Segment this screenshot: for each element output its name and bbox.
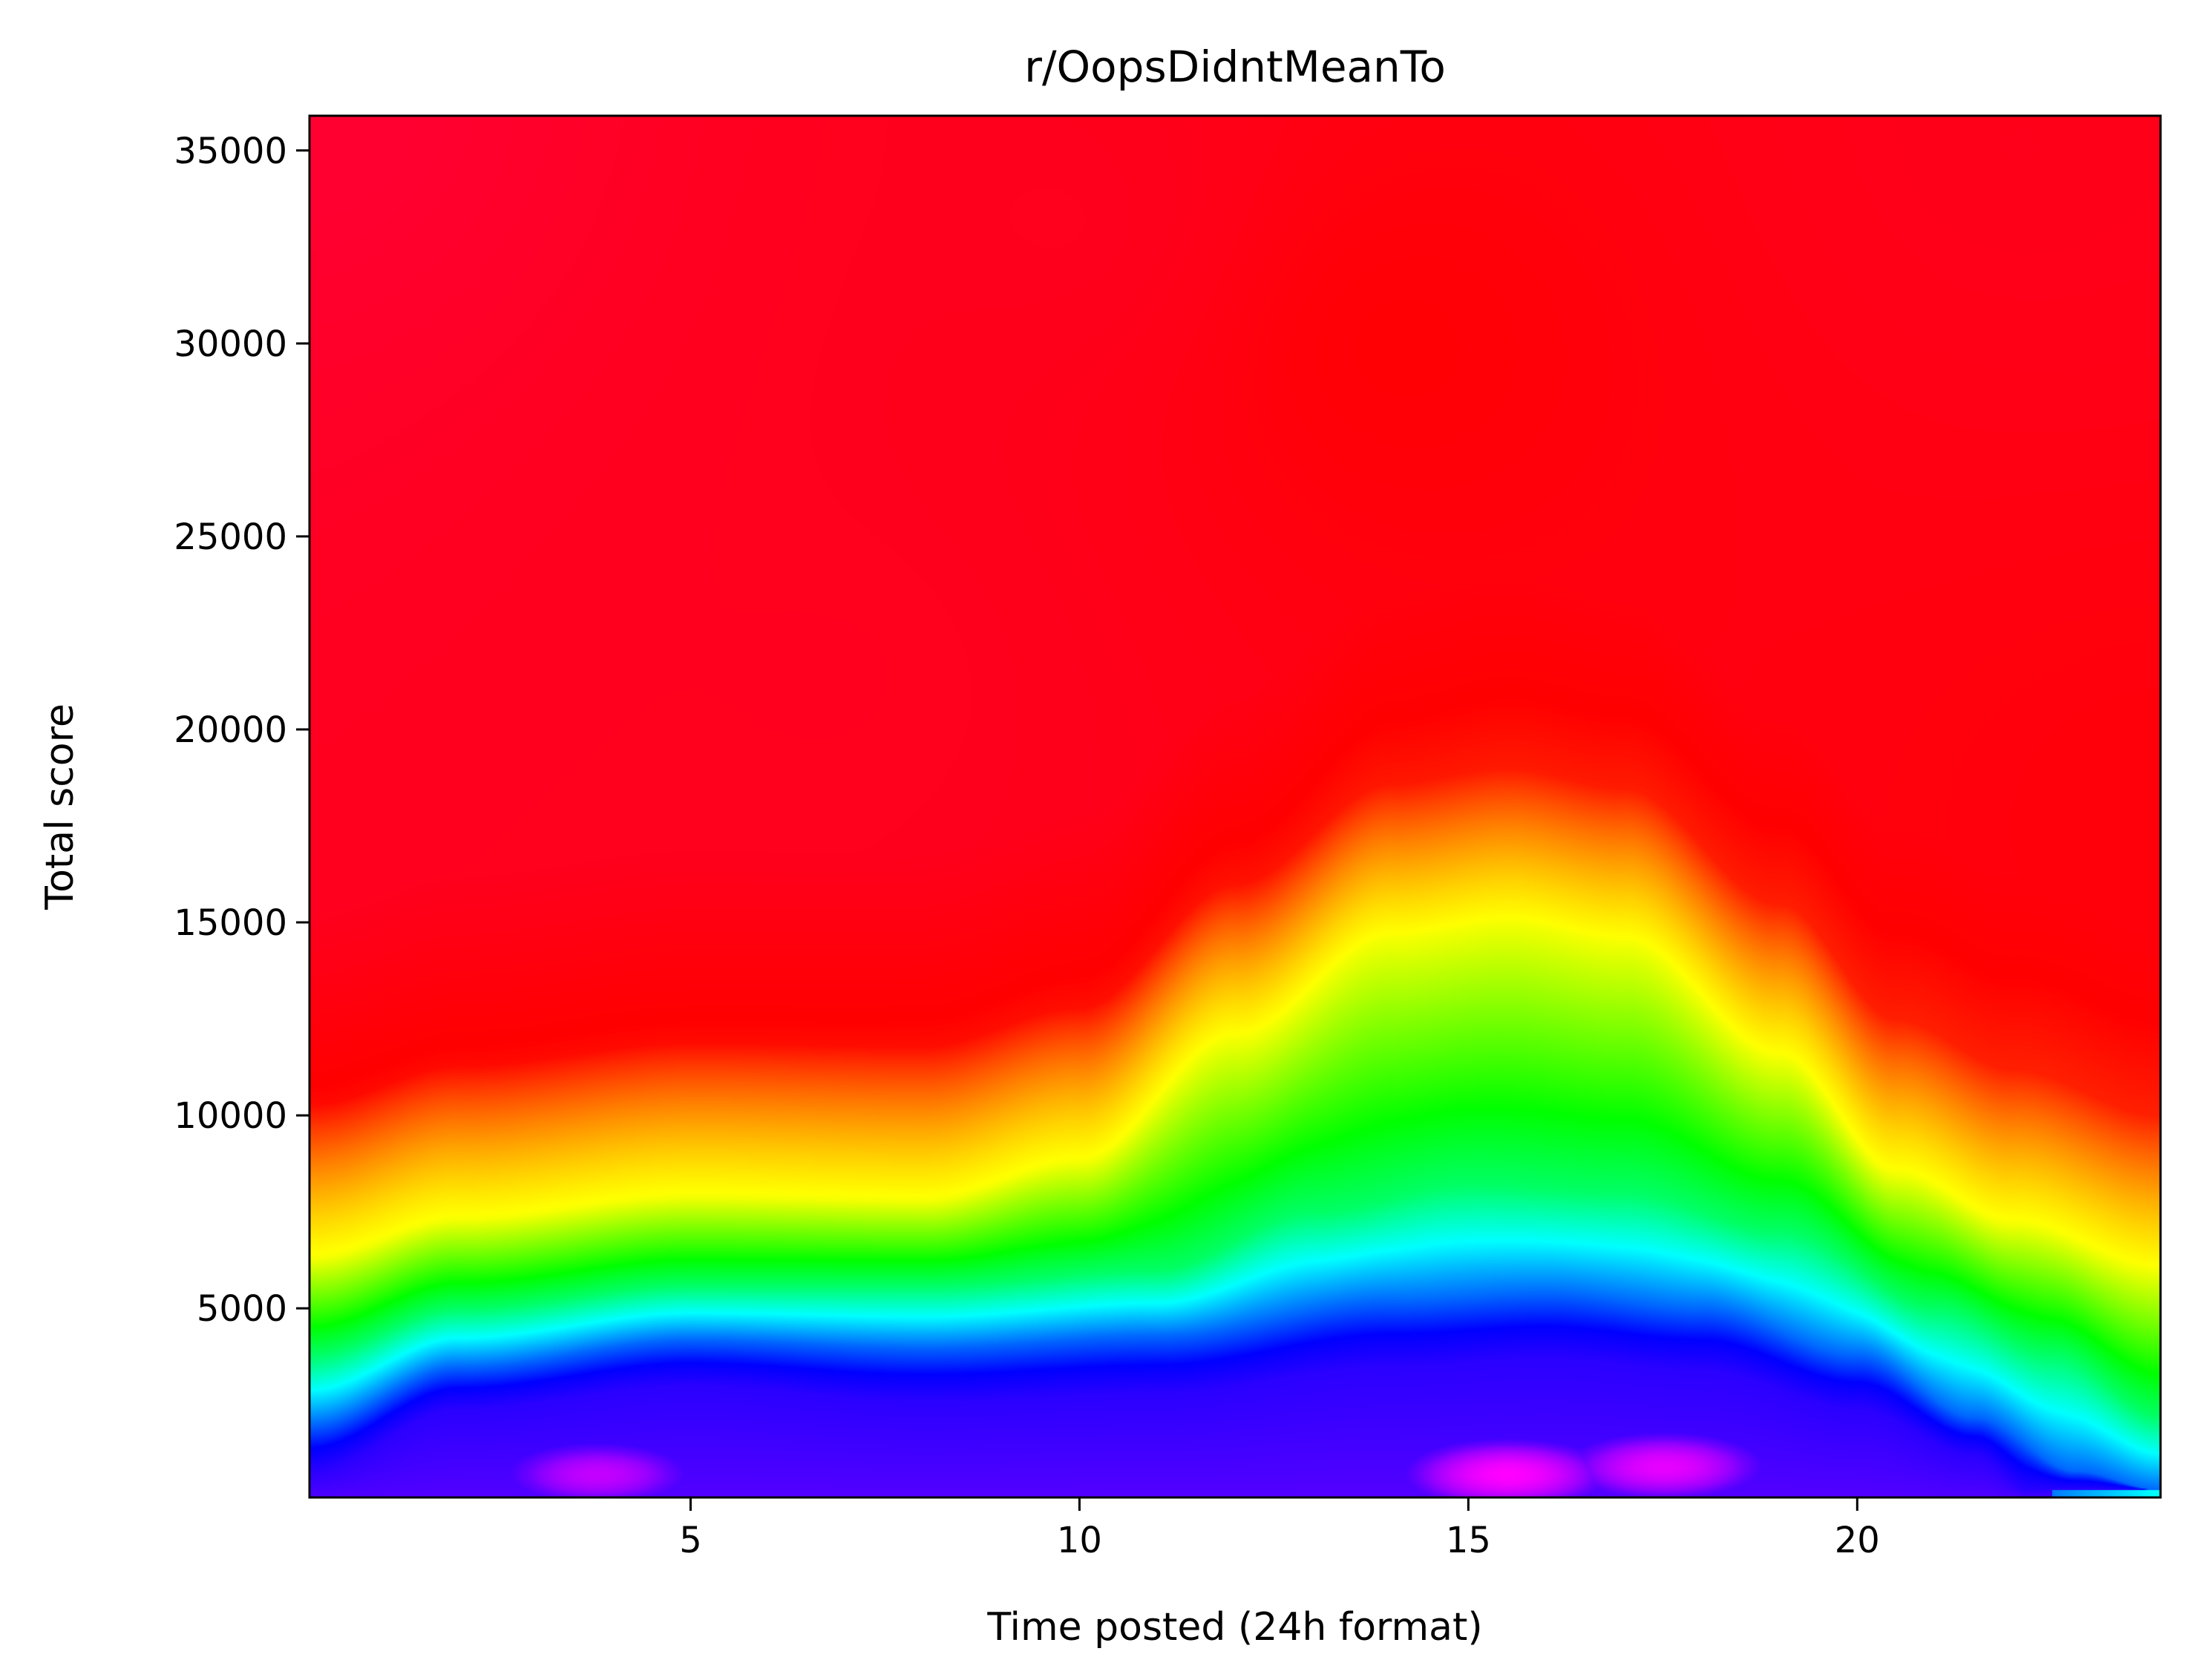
y-tick-label: 10000 [174,1095,287,1137]
x-axis-label: Time posted (24h format) [986,1605,1482,1650]
y-tick-label: 25000 [174,516,287,558]
x-tick-label: 20 [1835,1520,1880,1561]
y-axis: 5000 10000 15000 20000 25000 30000 35000 [174,131,309,1330]
plot-area [308,114,2162,1499]
y-tick-label: 30000 [174,324,287,365]
plot-frame [308,114,2162,1499]
y-tick-label: 35000 [174,131,287,172]
y-tick-label: 5000 [197,1288,287,1330]
y-tick-label: 20000 [174,709,287,751]
x-tick-label: 15 [1446,1520,1491,1561]
y-axis-label: Total score [38,703,82,910]
heatmap-image [309,116,2161,1497]
y-tick-label: 15000 [174,902,287,944]
x-tick-label: 10 [1057,1520,1102,1561]
x-axis: 5 10 15 20 [679,1497,1880,1561]
x-tick-label: 5 [679,1520,702,1561]
chart-title: r/OopsDidntMeanTo [1024,42,1446,92]
